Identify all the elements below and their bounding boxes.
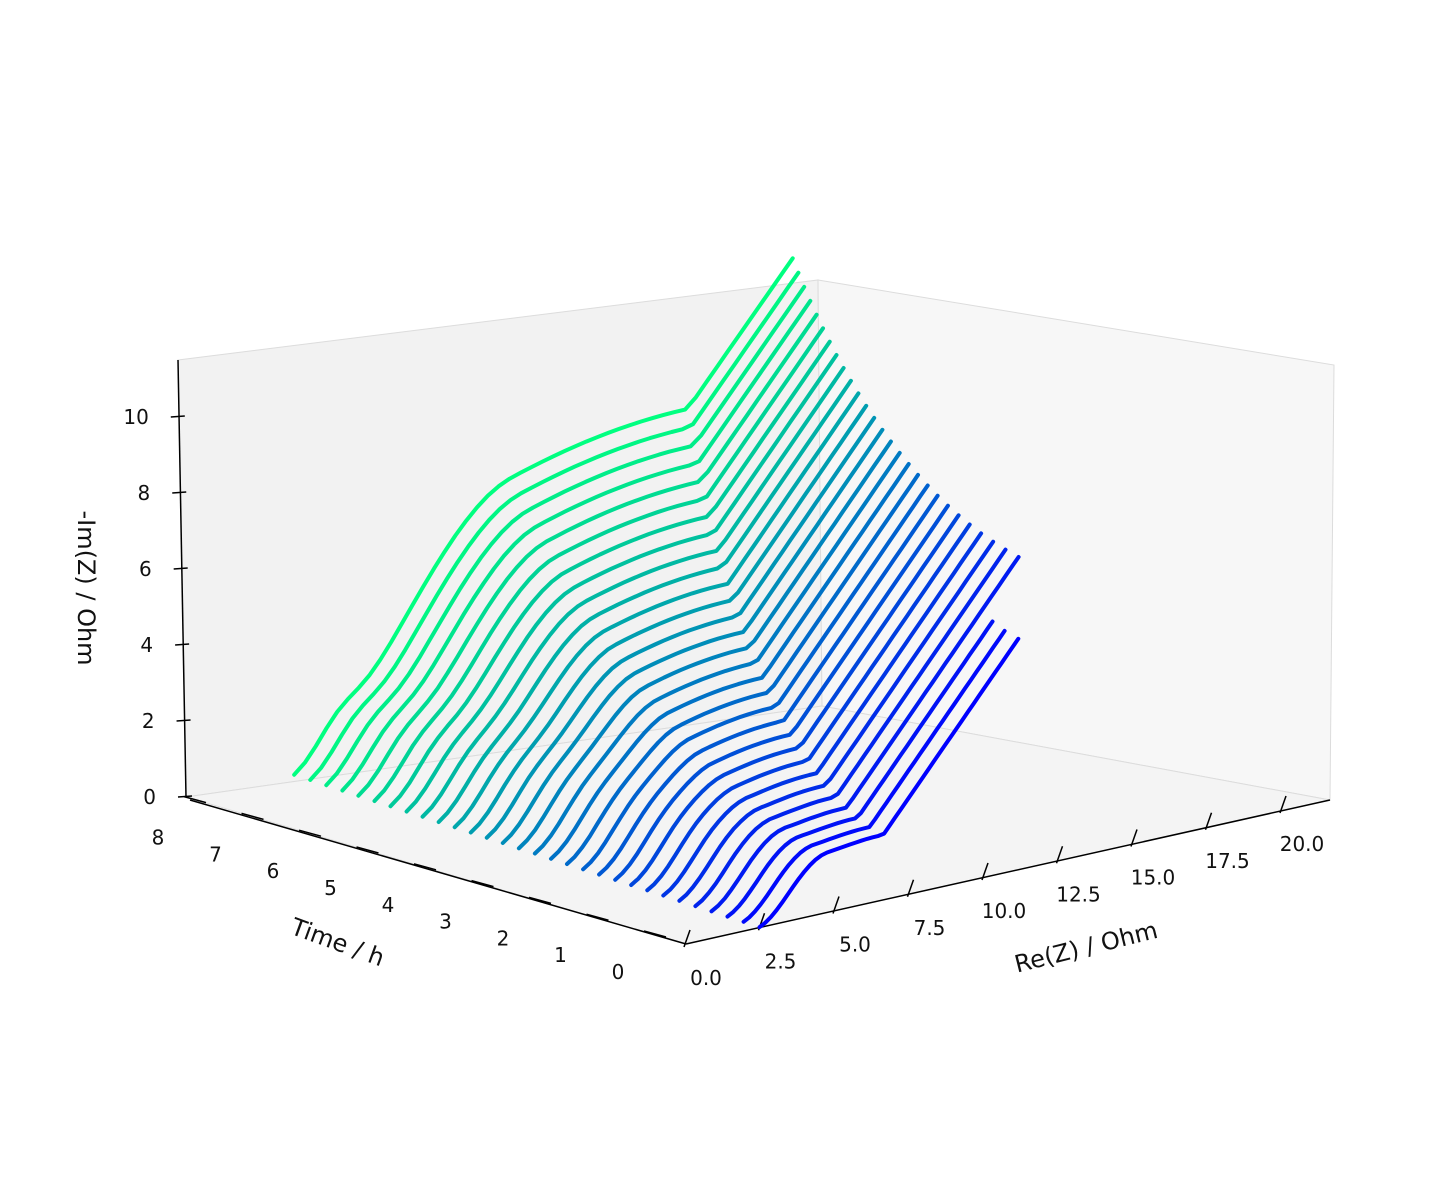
re-tick-mark — [1204, 812, 1213, 830]
z-axis-label: -Im(Z) / Ohm — [72, 510, 100, 665]
spectra-series — [292, 256, 1021, 930]
re-tick-label: 17.5 — [1205, 849, 1250, 873]
z-tick-mark — [176, 719, 191, 722]
re-tick-mark — [683, 929, 691, 948]
time-tick-label: 0 — [612, 960, 625, 984]
time-tick-label: 2 — [497, 926, 510, 950]
spectrum-line — [725, 619, 995, 919]
time-tick-mark — [241, 812, 264, 821]
time-tick-mark — [356, 846, 379, 854]
time-tick-label: 8 — [152, 826, 165, 850]
time-tick-mark — [528, 896, 552, 905]
re-tick-label: 0.0 — [690, 966, 722, 990]
spectrum-line — [757, 636, 1021, 930]
spectrum-line — [693, 547, 1008, 909]
re-tick-label: 12.5 — [1056, 882, 1101, 906]
re-axis-label: Re(Z) / Ohm — [1012, 916, 1161, 979]
spectrum-line — [404, 353, 839, 814]
z-tick-mark — [175, 643, 190, 646]
spectrum-line — [500, 427, 885, 845]
re-tick-mark — [832, 896, 840, 914]
spectrum-line — [484, 415, 877, 840]
spectrum-line — [516, 439, 893, 851]
spectrum-line — [308, 270, 801, 782]
z-tick-label: 10 — [123, 405, 148, 429]
z-tick-mark — [173, 567, 188, 570]
z-axis-line — [177, 359, 187, 798]
time-tick-label: 4 — [382, 893, 395, 917]
re-tick-label: 15.0 — [1131, 866, 1176, 890]
time-tick-mark — [183, 795, 207, 804]
time-tick-mark — [298, 829, 322, 837]
z-tick-mark — [172, 491, 187, 494]
z-axis-ticks: 0 2 4 6 8 10 — [123, 405, 193, 809]
re-axis-line — [685, 799, 1331, 945]
spectrum-line — [549, 462, 911, 861]
z-tick-label: 0 — [143, 785, 156, 809]
time-tick-mark — [471, 879, 494, 888]
re-tick-label: 7.5 — [914, 916, 946, 940]
spectrum-line — [677, 539, 996, 903]
re-tick-mark — [906, 879, 915, 897]
re-tick-mark — [1130, 829, 1138, 847]
spectrum-line — [645, 522, 972, 893]
spectrum-line — [324, 284, 807, 788]
spectrum-line — [452, 391, 861, 830]
re-tick-label: 2.5 — [765, 949, 797, 973]
spectrum-line — [388, 339, 832, 809]
re-tick-mark — [1279, 795, 1287, 814]
z-tick-label: 4 — [140, 633, 153, 657]
spectrum-line — [356, 312, 819, 798]
z-tick-label: 6 — [139, 557, 152, 581]
spectrum-line — [372, 326, 825, 803]
spectrum-line — [613, 503, 950, 882]
z-tick-label: 8 — [138, 481, 151, 505]
spectrum-line — [565, 472, 920, 866]
spectrum-line — [292, 256, 795, 777]
z-tick-mark — [170, 415, 185, 418]
re-tick-mark — [981, 862, 989, 881]
re-tick-label: 20.0 — [1280, 832, 1325, 856]
spectrum-line — [597, 493, 940, 877]
time-axis-line — [189, 799, 687, 945]
spectrum-line — [581, 483, 930, 872]
spectrum-line — [468, 403, 869, 835]
time-tick-label: 6 — [267, 859, 280, 883]
re-tick-label: 5.0 — [839, 933, 871, 957]
time-axis-label: Time / h — [286, 912, 388, 972]
spectrum-line — [340, 298, 813, 793]
time-tick-label: 5 — [324, 876, 337, 900]
time-tick-mark — [643, 930, 667, 938]
time-axis-ticks: 0 1 2 3 4 5 6 7 8 — [152, 795, 667, 984]
spectrum-line — [629, 513, 961, 887]
time-tick-mark — [586, 913, 609, 921]
z-tick-label: 2 — [142, 709, 155, 733]
re-tick-mark — [1055, 846, 1064, 864]
spectrum-line — [709, 555, 1021, 914]
spectrum-line — [532, 450, 902, 856]
spectrum-line — [741, 628, 1007, 924]
spectrum-line — [420, 366, 846, 819]
time-tick-mark — [413, 863, 437, 871]
time-tick-label: 7 — [209, 842, 222, 866]
spectrum-line — [661, 531, 984, 898]
re-tick-label: 10.0 — [982, 899, 1027, 923]
re-axis-ticks: 0.0 2.5 5.0 7.5 10.0 12.5 15.0 17.5 20.0 — [683, 795, 1325, 990]
time-tick-label: 1 — [554, 943, 567, 967]
spectrum-line — [436, 378, 853, 824]
time-tick-label: 3 — [439, 910, 452, 934]
